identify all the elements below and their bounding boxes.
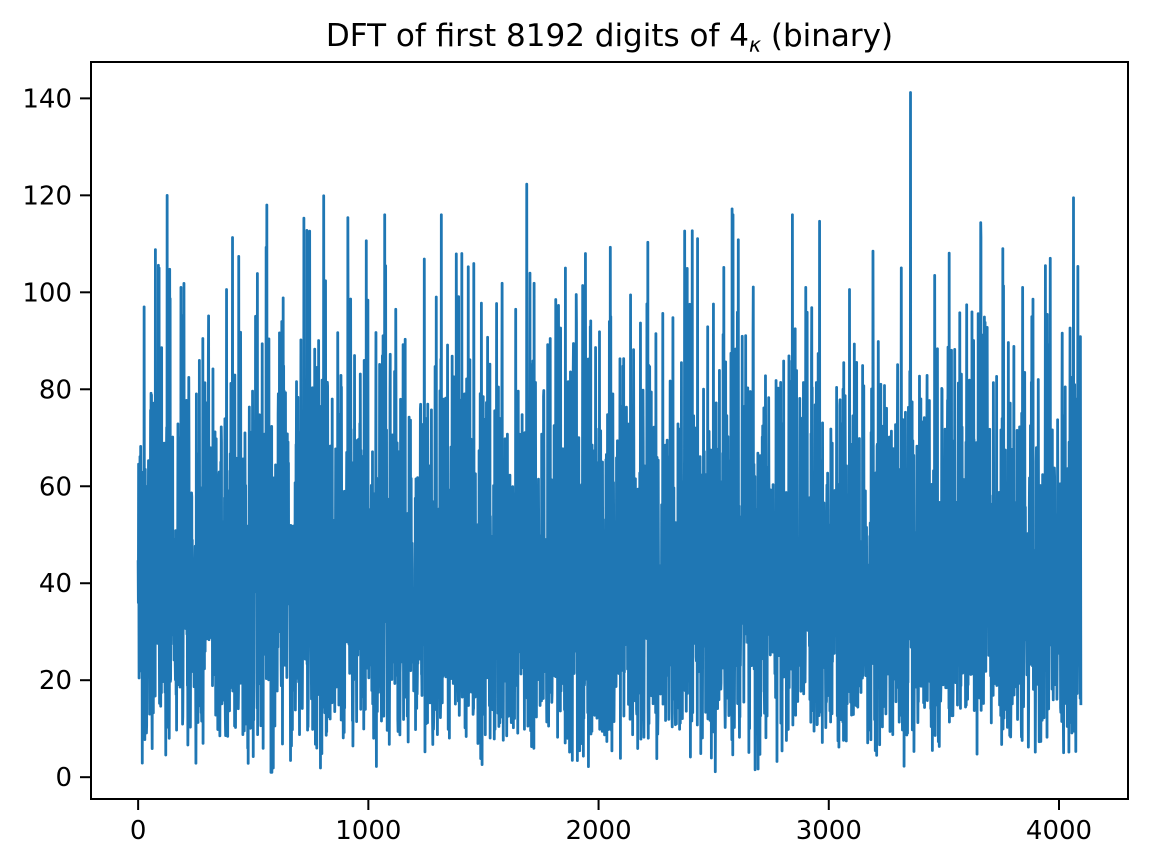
chart-title-suffix: (binary) [761, 18, 894, 54]
y-tick-label: 140 [22, 84, 72, 114]
y-tick-label: 60 [39, 472, 72, 502]
chart-title: DFT of first 8192 digits of 4κ (binary) [91, 18, 1128, 63]
dft-magnitude-line [136, 91, 1083, 774]
x-tick-label: 0 [130, 816, 147, 846]
y-tick-label: 20 [39, 666, 72, 696]
x-tick-label: 4000 [1026, 816, 1092, 846]
chart-title-subscript: κ [748, 32, 762, 57]
chart-title-prefix: DFT of first 8192 digits of 4 [325, 18, 749, 54]
plot-spines [90, 61, 1129, 800]
y-tick-label: 120 [22, 181, 72, 211]
x-tick-label: 3000 [796, 816, 862, 846]
y-tick-label: 100 [22, 278, 72, 308]
y-tick-label: 40 [39, 569, 72, 599]
y-tick-label: 80 [39, 375, 72, 405]
y-tick-label: 0 [55, 763, 72, 793]
x-tick-label: 1000 [335, 816, 401, 846]
x-tick-label: 2000 [565, 816, 631, 846]
